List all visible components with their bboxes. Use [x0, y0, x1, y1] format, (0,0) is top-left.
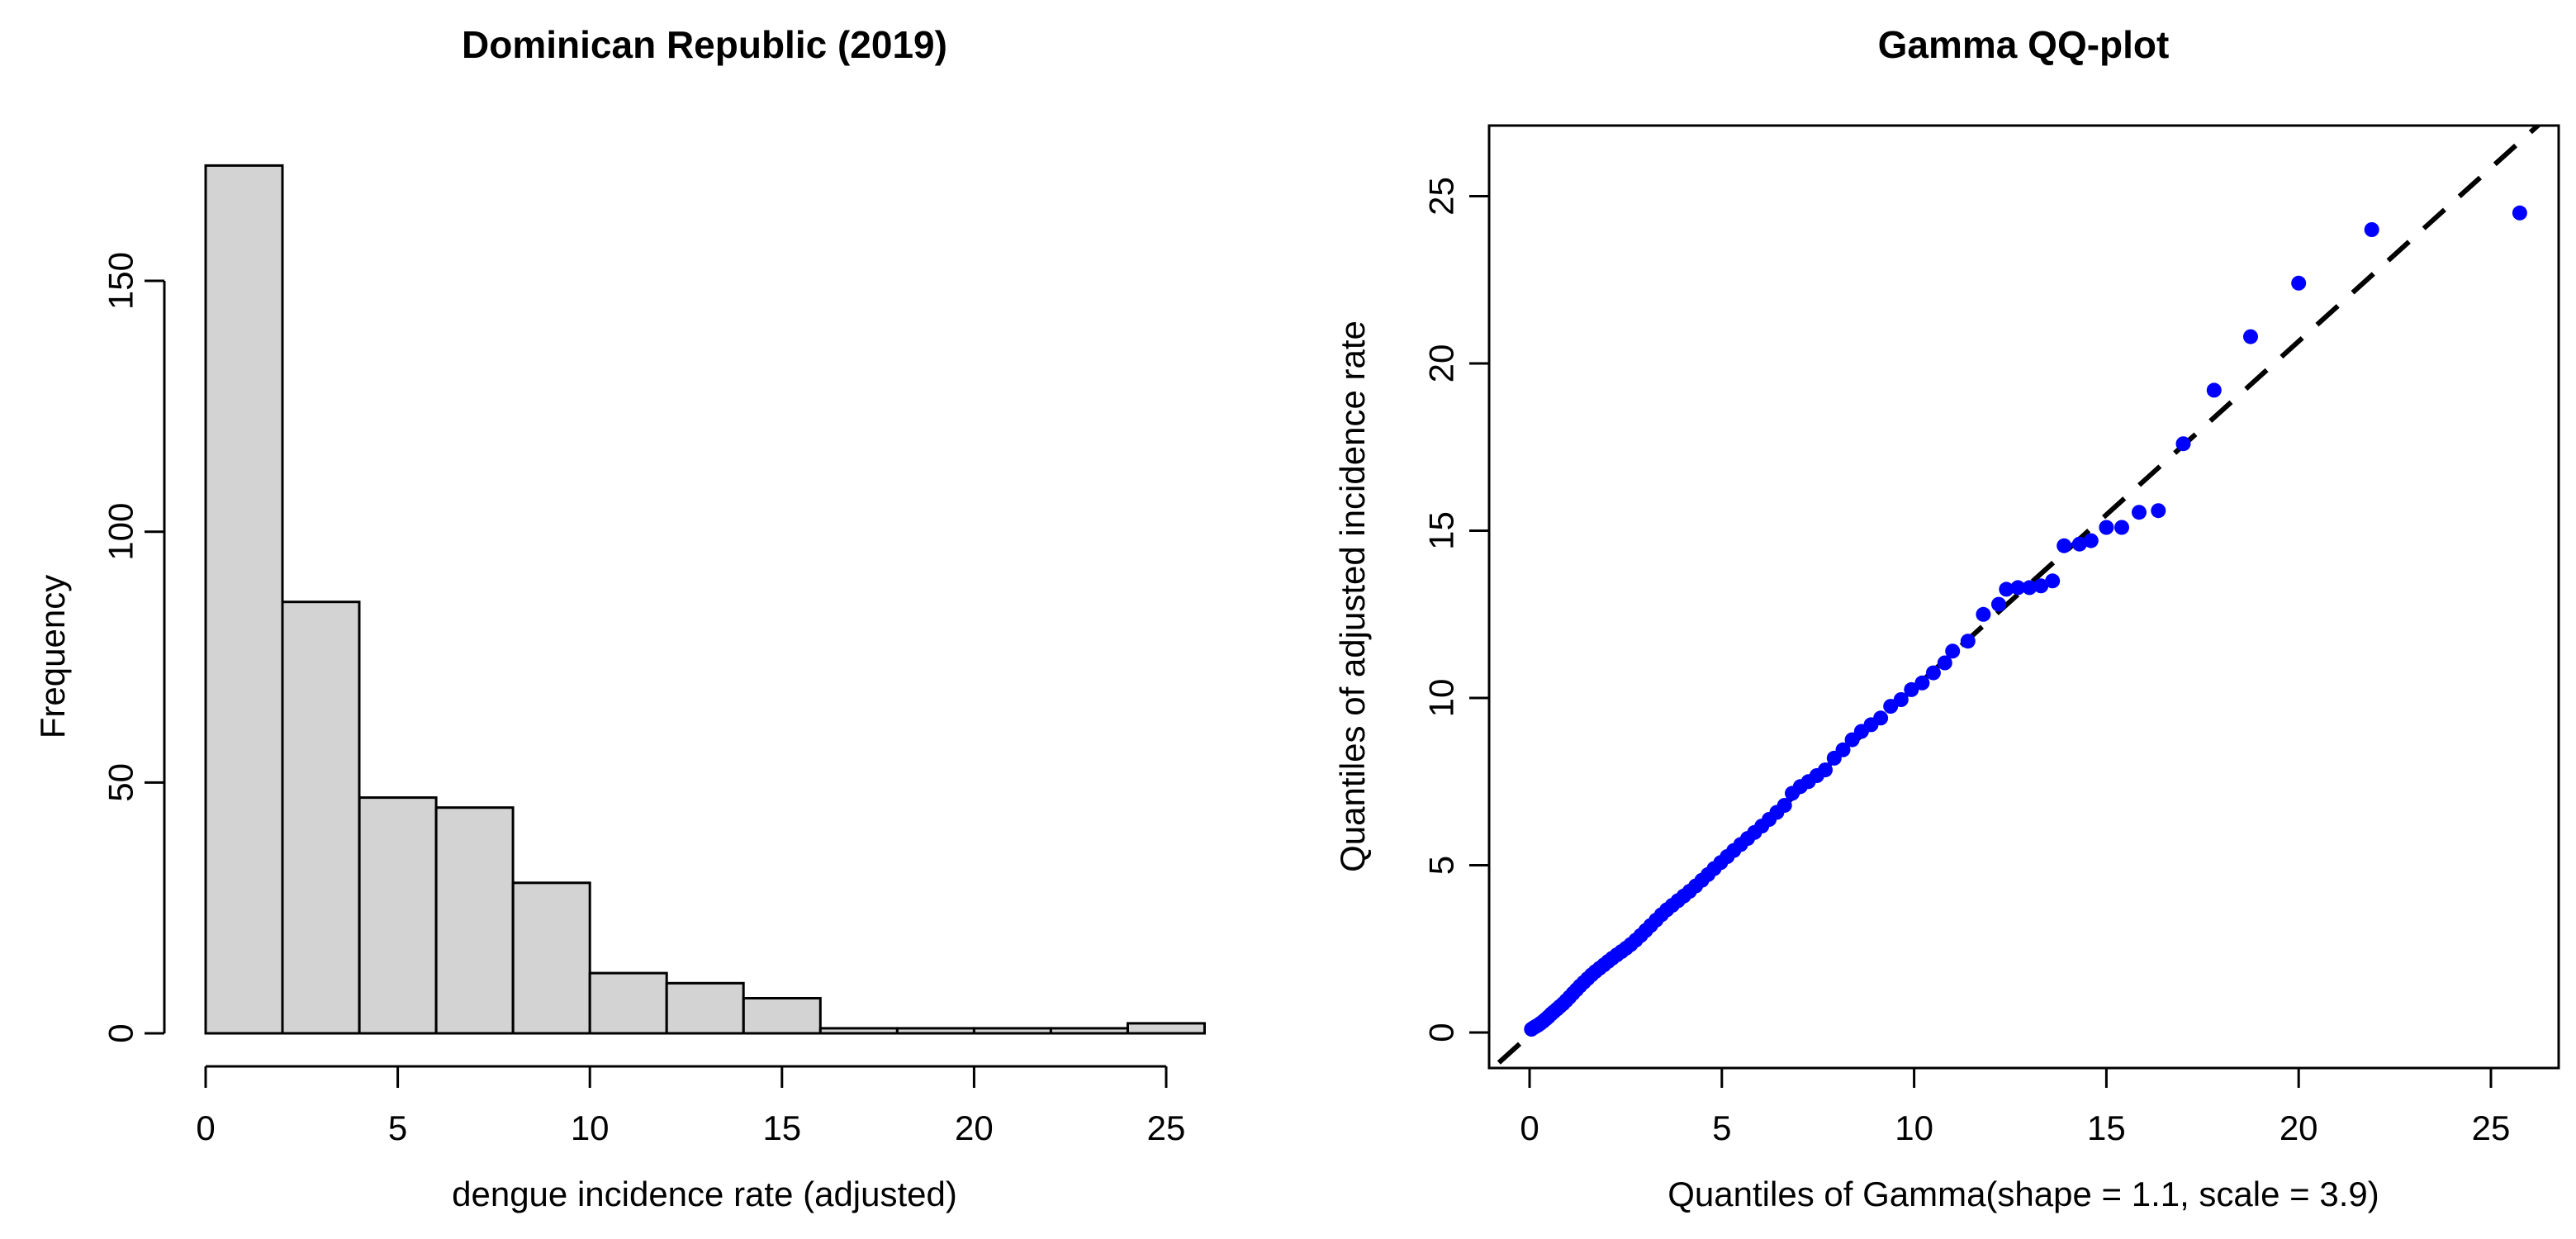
- histogram-title: Dominican Republic (2019): [462, 23, 947, 66]
- qq-point: [2206, 382, 2222, 398]
- hist-bar: [204, 164, 284, 1035]
- qq-point: [1960, 634, 1976, 649]
- histogram-marks: [204, 164, 1206, 1035]
- qq-point: [2175, 436, 2191, 452]
- qq-axes: 0 5 10 15 20 25 0 5 10 15 20 25: [1422, 124, 2560, 1147]
- qq-ylabel: Quantiles of adjusted incidence rate: [1333, 320, 1372, 872]
- qq-panel: Gamma QQ-plot 0 5 10 15 20 25 0 5 10 15 20 25 Quant…: [1333, 23, 2560, 1213]
- qq-y-tick-label: 20: [1422, 344, 1461, 383]
- hist-bar: [281, 601, 361, 1035]
- hist-bar: [1049, 1027, 1129, 1035]
- hist-x-tick-label: 5: [388, 1108, 407, 1147]
- qq-point: [1999, 582, 2014, 597]
- hist-bar: [588, 971, 668, 1035]
- qq-point: [1904, 681, 1919, 697]
- hist-y-tick-label: 0: [102, 1023, 140, 1042]
- hist-x-tick-label: 10: [571, 1108, 610, 1147]
- qq-marks: [1497, 126, 2542, 1065]
- qq-y-tick-label: 10: [1422, 679, 1461, 718]
- hist-bar: [434, 806, 515, 1035]
- qq-point: [1937, 655, 1952, 671]
- histogram-ylabel: Frequency: [33, 575, 72, 738]
- qq-y-tick-label: 15: [1422, 511, 1461, 550]
- histogram-axes: 0 50 100 150 0 5 10 15 20 25: [102, 252, 1186, 1147]
- hist-x-tick-label: 25: [1147, 1108, 1186, 1147]
- hist-x-tick-label: 0: [196, 1108, 215, 1147]
- qq-point: [1777, 798, 1792, 813]
- qq-point: [2151, 503, 2166, 519]
- qq-x-tick-label: 25: [2472, 1108, 2511, 1147]
- qq-point: [2291, 275, 2307, 291]
- hist-y-tick-label: 150: [102, 252, 140, 310]
- qq-point: [1925, 665, 1941, 681]
- histogram-xlabel: dengue incidence rate (adjusted): [452, 1175, 957, 1213]
- hist-bar: [511, 881, 591, 1035]
- qq-point: [1873, 710, 1889, 726]
- qq-point: [2033, 578, 2049, 594]
- qq-point: [2022, 580, 2038, 596]
- hist-bar: [742, 997, 822, 1035]
- hist-y-tick-label: 50: [102, 763, 140, 802]
- qq-x-tick-label: 10: [1895, 1108, 1933, 1147]
- qq-point: [2071, 536, 2087, 552]
- qq-point: [2132, 505, 2147, 520]
- qq-point: [2057, 538, 2072, 553]
- hist-bar: [358, 796, 438, 1035]
- qq-x-tick-label: 15: [2087, 1108, 2126, 1147]
- qq-point: [1991, 596, 2006, 612]
- qq-point: [2114, 520, 2129, 535]
- qq-point: [1976, 606, 1991, 622]
- qq-point: [2045, 573, 2061, 589]
- qq-x-tick-label: 0: [1520, 1108, 1539, 1147]
- hist-y-tick-label: 100: [102, 503, 140, 561]
- qq-y-tick-label: 5: [1422, 856, 1461, 875]
- qq-point: [2512, 205, 2527, 221]
- qq-point: [1818, 762, 1833, 778]
- qq-y-tick-label: 25: [1422, 177, 1461, 216]
- qq-point: [2083, 533, 2099, 548]
- qq-point: [1945, 643, 1961, 659]
- hist-bar: [665, 981, 745, 1035]
- hist-x-tick-label: 20: [955, 1108, 994, 1147]
- qq-point: [1893, 692, 1909, 707]
- qq-xlabel: Quantiles of Gamma(shape = 1.1, scale = …: [1668, 1175, 2379, 1213]
- histogram-panel: Dominican Republic (2019) 0 50 100 150 0 5 10 1…: [33, 23, 1206, 1213]
- hist-bar: [895, 1027, 975, 1035]
- hist-bar: [1127, 1022, 1206, 1035]
- qq-point: [2010, 580, 2026, 596]
- hist-bar: [818, 1027, 899, 1035]
- qq-point: [1835, 742, 1851, 757]
- hist-bar: [972, 1027, 1052, 1035]
- qq-plot-box: [1487, 124, 2560, 1070]
- qq-point: [2243, 329, 2258, 344]
- hist-x-tick-label: 15: [762, 1108, 801, 1147]
- qq-y-tick-label: 0: [1422, 1023, 1461, 1042]
- qq-x-tick-label: 5: [1712, 1108, 1731, 1147]
- qq-x-tick-label: 20: [2279, 1108, 2318, 1147]
- qq-point: [1914, 675, 1930, 691]
- qq-point: [2364, 222, 2379, 237]
- qq-point: [2099, 520, 2114, 535]
- qq-title: Gamma QQ-plot: [1878, 23, 2170, 66]
